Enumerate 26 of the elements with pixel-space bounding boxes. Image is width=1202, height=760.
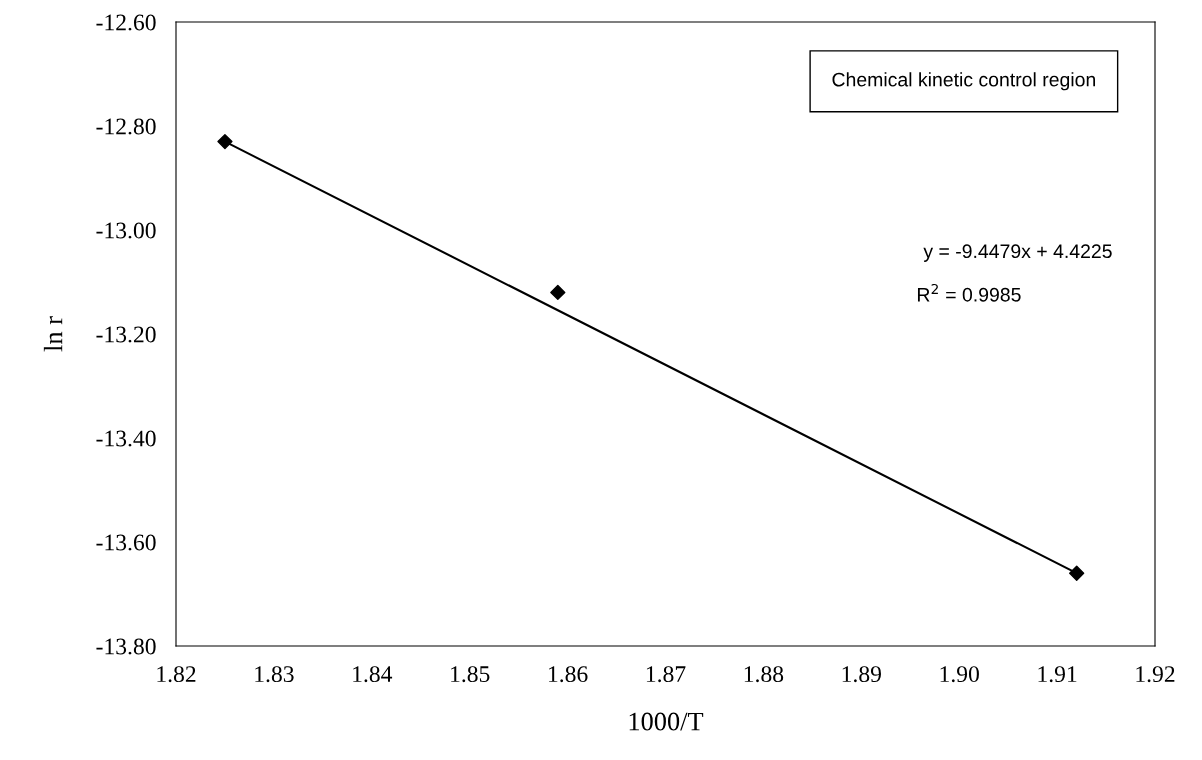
y-tick-label: -13.60: [96, 534, 156, 551]
x-tick-label: 1.88: [744, 666, 784, 683]
point: [217, 133, 233, 150]
y-tick-label: -13.20: [96, 326, 156, 343]
annotation: R$^{2}$ = 0.9985: [917, 283, 1021, 302]
x-tick-label: 1.86: [549, 666, 588, 683]
annotation: y = -9.4479x + 4.4225: [923, 244, 1112, 262]
y-tick-label: -12.60: [96, 14, 156, 31]
x-tick-label: 1.82: [157, 666, 196, 683]
x-tick-label: 1.84: [353, 666, 393, 683]
y-tick-label: -13.40: [96, 430, 156, 447]
x-axis-title: 1000/T: [629, 712, 704, 731]
y-tick-label: -12.80: [96, 118, 156, 135]
x-tick-label: 1.87: [646, 666, 686, 683]
x-tick-label: 1.85: [451, 666, 490, 683]
y-tick-label: -13.80: [96, 638, 156, 655]
point: [550, 284, 566, 301]
x-tick-label: 1.89: [842, 666, 881, 683]
x-tick-label: 1.90: [940, 666, 979, 683]
x-tick-label: 1.91: [1038, 666, 1077, 683]
x-tick-label: 1.83: [255, 666, 294, 683]
annotation: Chemical kinetic control region: [832, 72, 1096, 91]
point: [1069, 565, 1085, 581]
y-axis-title: ln r: [43, 316, 63, 352]
x-tick-label: 1.92: [1136, 666, 1175, 683]
y-tick-label: -13.00: [96, 222, 156, 239]
